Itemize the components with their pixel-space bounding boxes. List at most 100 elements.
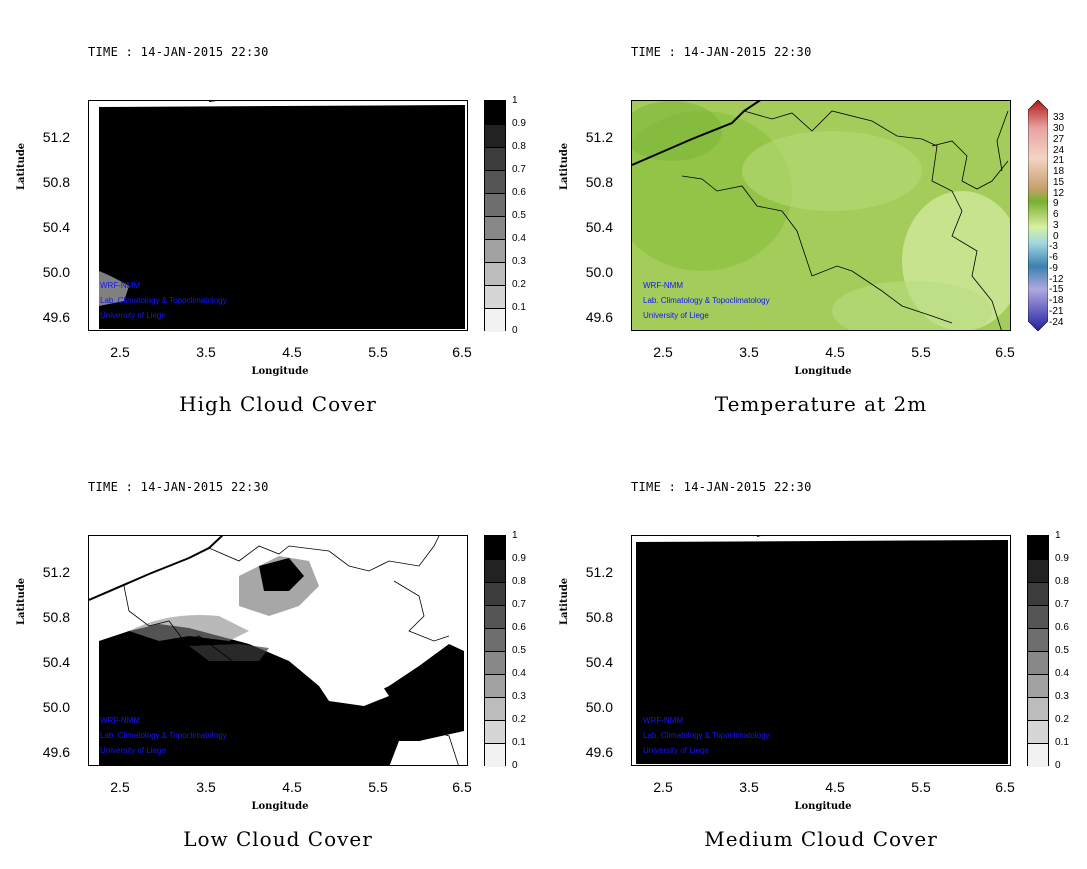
- panel-medium-cloud: TIME : 14-JAN-2015 22:30 Latitude 51.2 5…: [543, 435, 1086, 869]
- map-plot-area: [631, 535, 1011, 766]
- colorbar-label: 0.2: [512, 279, 526, 290]
- time-label: TIME : 14-JAN-2015 22:30: [88, 480, 269, 494]
- credit-lab: Lab. Climatology & Topoclimatology: [643, 296, 770, 305]
- colorbar-label: 0.1: [512, 302, 526, 313]
- colorbar-label: 0.9: [1055, 553, 1069, 564]
- y-tick-label: 51.2: [585, 564, 613, 580]
- credit-model: WRF-NMM: [643, 716, 683, 725]
- colorbar-label: 0.4: [512, 668, 526, 679]
- colorbar-label: 0: [1053, 231, 1059, 242]
- colorbar-label: 3: [1053, 220, 1059, 231]
- colorbar-label: -9: [1049, 263, 1058, 274]
- credit-model: WRF-NMM: [100, 716, 140, 725]
- colorbar-label: 1: [512, 95, 518, 106]
- colorbar-label: 15: [1053, 177, 1065, 188]
- colorbar-label: 18: [1053, 166, 1065, 177]
- time-label: TIME : 14-JAN-2015 22:30: [88, 45, 269, 59]
- colorbar-label: 21: [1053, 155, 1065, 166]
- colorbar-label: 12: [1053, 188, 1065, 199]
- y-tick-label: 50.0: [42, 264, 70, 280]
- map-plot-area: [88, 535, 468, 766]
- y-tick-label: 50.4: [585, 219, 613, 235]
- map-plot-area: [88, 100, 468, 331]
- colorbar: [484, 535, 506, 767]
- credit-model: WRF-NMM: [643, 281, 683, 290]
- colorbar-label: 0.2: [512, 714, 526, 725]
- y-tick-label: 50.0: [585, 699, 613, 715]
- colorbar-label: 33: [1053, 112, 1065, 123]
- colorbar-label: 0.3: [1055, 691, 1069, 702]
- y-tick-label: 50.4: [42, 219, 70, 235]
- colorbar-label: 0.2: [1055, 714, 1069, 725]
- y-axis-label: Latitude: [16, 577, 27, 625]
- x-axis-label: Longitude: [251, 801, 309, 812]
- y-tick-label: 50.4: [42, 654, 70, 670]
- colorbar-label: 0.9: [512, 118, 526, 129]
- y-tick-label: 50.4: [585, 654, 613, 670]
- y-tick-label: 51.2: [42, 129, 70, 145]
- y-axis-label: Latitude: [16, 142, 27, 190]
- panel-title: Medium Cloud Cover: [704, 827, 938, 851]
- x-tick-label: 4.5: [282, 344, 302, 360]
- y-tick-label: 51.2: [585, 129, 613, 145]
- x-tick-label: 3.5: [739, 779, 759, 795]
- cloud-field: [636, 536, 1008, 764]
- x-tick-label: 2.5: [110, 779, 130, 795]
- x-tick-label: 6.5: [452, 344, 472, 360]
- colorbar-label: 0.9: [512, 553, 526, 564]
- y-tick-label: 49.6: [42, 744, 70, 760]
- y-tick-label: 50.8: [585, 609, 613, 625]
- colorbar-label: 6: [1053, 209, 1059, 220]
- credit-lab: Lab. Climatology & Topoclimatology: [100, 296, 227, 305]
- x-tick-label: 6.5: [995, 779, 1015, 795]
- y-tick-label: 50.8: [42, 609, 70, 625]
- x-tick-label: 6.5: [452, 779, 472, 795]
- credit-lab: Lab. Climatology & Topoclimatology: [100, 731, 227, 740]
- y-axis-label: Latitude: [559, 577, 570, 625]
- colorbar-label: 0.3: [512, 256, 526, 267]
- x-axis-label: Longitude: [251, 366, 309, 377]
- colorbar-label: 30: [1053, 123, 1065, 134]
- credit-university: University of Liege: [643, 311, 709, 320]
- colorbar-label: 0.8: [512, 576, 526, 587]
- temperature-field: [632, 101, 1010, 330]
- credit-university: University of Liege: [100, 311, 166, 320]
- colorbar-label: 0.3: [512, 691, 526, 702]
- colorbar-label: 27: [1053, 134, 1065, 145]
- x-tick-label: 5.5: [911, 344, 931, 360]
- colorbar-label: 0.5: [512, 645, 526, 656]
- colorbar-label: 0.5: [1055, 645, 1069, 656]
- time-label: TIME : 14-JAN-2015 22:30: [631, 45, 812, 59]
- colorbar-label: 0.8: [1055, 576, 1069, 587]
- credit-university: University of Liege: [100, 746, 166, 755]
- colorbar-label: 0.6: [1055, 622, 1069, 633]
- colorbar-label: 24: [1053, 145, 1065, 156]
- colorbar-label: 9: [1053, 198, 1059, 209]
- y-tick-label: 50.8: [585, 174, 613, 190]
- colorbar-label: 0: [512, 325, 518, 336]
- colorbar-label: -21: [1049, 306, 1064, 317]
- y-tick-label: 49.6: [585, 744, 613, 760]
- colorbar-label: -6: [1049, 252, 1058, 263]
- colorbar-label: 0: [512, 760, 518, 771]
- x-tick-label: 2.5: [653, 344, 673, 360]
- x-tick-label: 5.5: [368, 779, 388, 795]
- x-tick-label: 2.5: [653, 779, 673, 795]
- colorbar-label: 0.7: [1055, 599, 1069, 610]
- colorbar-label: 0.4: [1055, 668, 1069, 679]
- panel-high-cloud: TIME : 14-JAN-2015 22:30 Latitude 51.2 5…: [0, 0, 543, 434]
- colorbar: [1027, 535, 1049, 767]
- x-tick-label: 6.5: [995, 344, 1015, 360]
- time-label: TIME : 14-JAN-2015 22:30: [631, 480, 812, 494]
- colorbar-label: -15: [1049, 284, 1064, 295]
- x-axis-label: Longitude: [794, 366, 852, 377]
- temperature-colorbar: [1028, 100, 1048, 331]
- colorbar-label: 0.6: [512, 622, 526, 633]
- colorbar-label: 1: [1055, 530, 1061, 541]
- credit-university: University of Liege: [643, 746, 709, 755]
- colorbar-label: 0.5: [512, 210, 526, 221]
- colorbar-label: 1: [512, 530, 518, 541]
- colorbar-label: -18: [1049, 295, 1064, 306]
- x-tick-label: 2.5: [110, 344, 130, 360]
- y-axis-label: Latitude: [559, 142, 570, 190]
